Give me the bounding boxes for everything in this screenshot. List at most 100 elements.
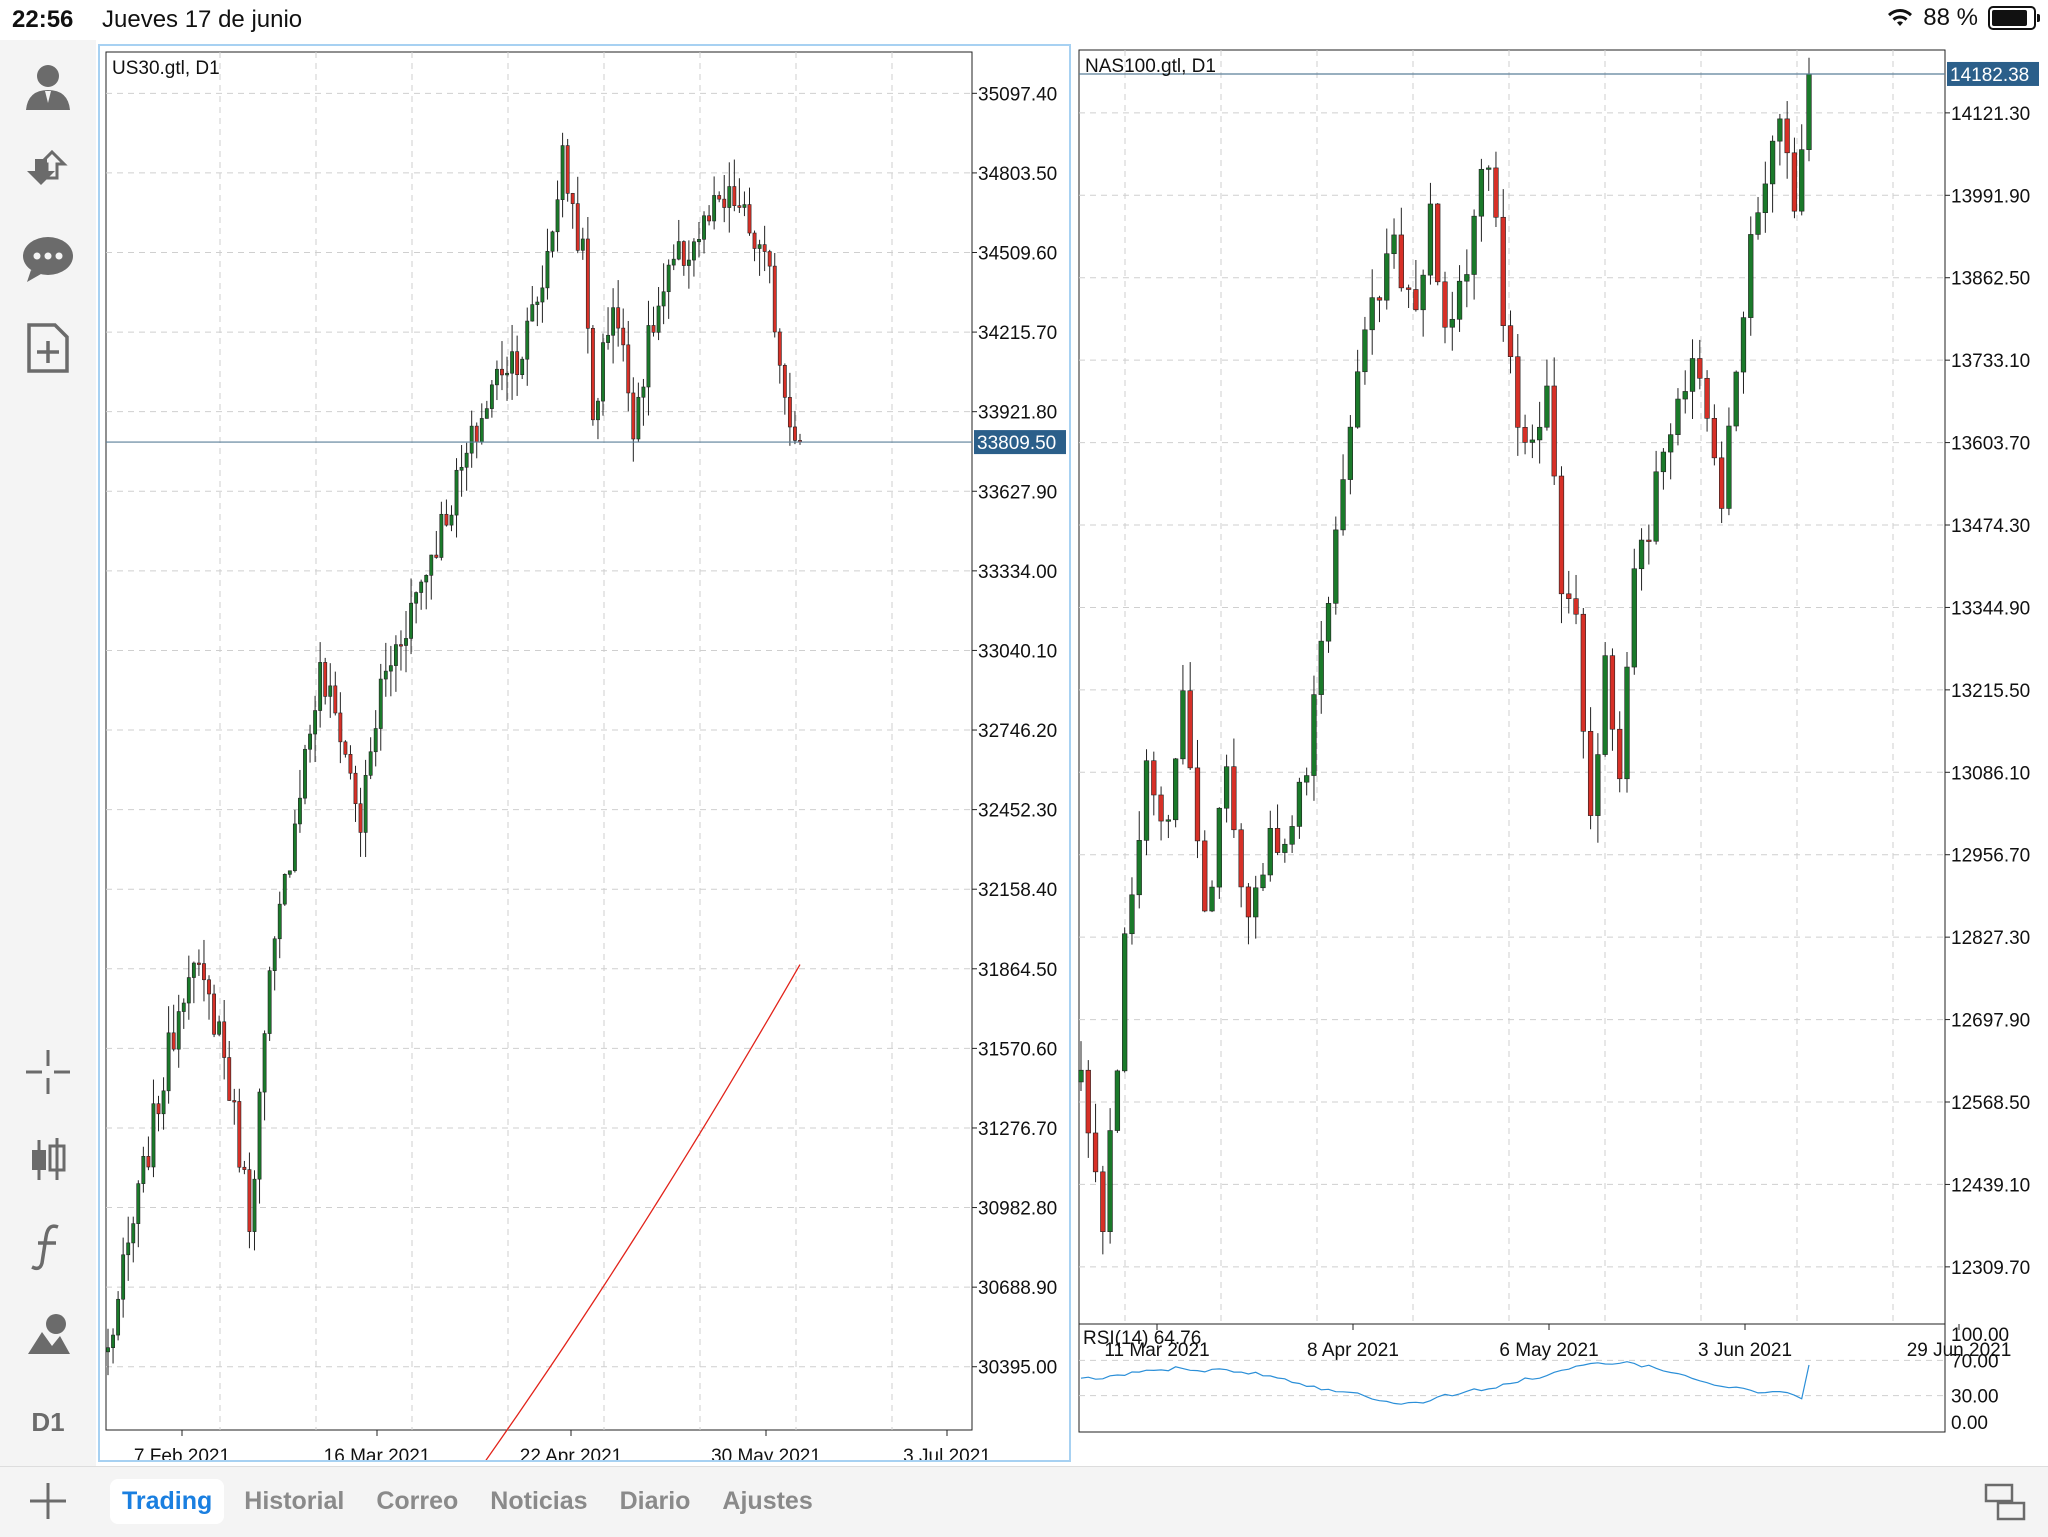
us30-candle-body — [530, 304, 535, 322]
nas100-candle-body — [1173, 758, 1179, 821]
us30-candle-body — [267, 970, 272, 1034]
objects-icon[interactable] — [18, 1304, 78, 1364]
us30-candle-body — [207, 979, 211, 995]
us30-chart-canvas[interactable]: 35097.40 34803.50 34509.60 34215.70 33921.80… — [100, 46, 1069, 1467]
candlestick-icon[interactable] — [18, 1130, 78, 1190]
add-icon[interactable] — [24, 1477, 72, 1525]
us30-candle-body — [212, 993, 216, 1035]
tab-historial[interactable]: Historial — [244, 1487, 345, 1515]
us30-candle-body — [757, 244, 762, 249]
nas100-candle-body — [1551, 385, 1557, 477]
us30-candle-body — [252, 1178, 257, 1232]
nas100-candle-body — [1304, 775, 1310, 783]
nas100-candle-body — [1748, 234, 1754, 318]
nas100-candle-body — [1580, 613, 1586, 732]
us30-candle-body — [197, 962, 201, 965]
nas100-candle-body — [1253, 887, 1259, 918]
battery-percent: 88 % — [1923, 4, 1978, 31]
nas100-candle-body — [1194, 767, 1201, 842]
chat-icon[interactable] — [18, 230, 78, 290]
nas100-candle-body — [1777, 118, 1783, 142]
account-icon[interactable] — [18, 56, 78, 116]
nas100-candle-body — [1391, 234, 1397, 255]
rsi-tick-label: 70.00 — [1951, 1351, 1999, 1372]
us30-candle-body — [484, 408, 489, 419]
chart-us30[interactable]: 35097.40 34803.50 34509.60 34215.70 33921.80… — [98, 44, 1071, 1467]
us30-ytick-label: 30982.80 — [978, 1199, 1057, 1220]
nas100-candle-body — [1471, 215, 1477, 275]
nas100-candle-body — [1733, 371, 1739, 427]
trade-arrows-icon[interactable] — [18, 142, 78, 202]
nas100-candle-body — [1769, 140, 1776, 185]
tab-trading[interactable]: Trading — [110, 1479, 225, 1524]
tab-diario[interactable]: Diario — [619, 1487, 691, 1515]
chart-nas100[interactable]: 14121.30 13991.90 13862.50 13733.10 13603.70… — [1073, 44, 2048, 1462]
us30-candle-body — [328, 685, 333, 697]
nas100-candle-body — [1595, 754, 1601, 816]
us30-candle-body — [596, 400, 600, 421]
nas100-candle-body — [1347, 426, 1353, 480]
us30-ytick-label: 33627.90 — [978, 482, 1057, 503]
us30-candle-body — [464, 452, 469, 468]
us30-candle-body — [651, 325, 656, 333]
new-order-icon[interactable] — [18, 318, 78, 378]
layout-icon[interactable] — [1984, 1481, 2026, 1523]
nas100-candle-body — [1762, 183, 1768, 214]
us30-candle-body — [692, 241, 696, 261]
us30-candle-body — [489, 384, 494, 409]
tab-correo[interactable]: Correo — [376, 1487, 459, 1515]
nas100-candle-body — [1245, 886, 1252, 918]
tab-ajustes[interactable]: Ajustes — [722, 1487, 813, 1515]
nas100-ytick-label: 13603.70 — [1951, 434, 2030, 455]
indicators-icon[interactable] — [18, 1216, 78, 1276]
us30-candle-body — [585, 238, 590, 329]
us30-candle-body — [439, 513, 444, 558]
nas100-candle-body — [1755, 212, 1761, 235]
us30-candle-body — [368, 751, 373, 776]
us30-candle-body — [358, 803, 363, 833]
tab-noticias[interactable]: Noticias — [490, 1487, 588, 1515]
nas100-candle-body — [1122, 933, 1128, 1072]
nas100-candle-body — [1682, 391, 1688, 400]
us30-candle-body — [116, 1298, 121, 1336]
nas100-candle-body — [1209, 886, 1215, 912]
us30-candle-body — [131, 1223, 136, 1244]
nas100-ytick-label: 13991.90 — [1951, 186, 2030, 207]
us30-candle-body — [232, 1100, 237, 1103]
us30-candle-body — [747, 204, 752, 234]
us30-xtick-label: 30 May 2021 — [711, 1446, 821, 1460]
nas100-chart-canvas[interactable]: 14121.30 13991.90 13862.50 13733.10 13603.70… — [1073, 44, 2048, 1462]
us30-candle-body — [348, 754, 353, 774]
nas100-xtick-label: 6 May 2021 — [1499, 1340, 1598, 1361]
us30-candle-body — [343, 741, 348, 755]
nas100-candle-body — [1442, 281, 1448, 328]
timeframe-button[interactable]: D1 — [31, 1406, 65, 1437]
nas100-candle-body — [1289, 826, 1295, 845]
us30-candle-body — [641, 386, 646, 398]
nas100-current-price-label: 14182.38 — [1950, 65, 2029, 86]
nas100-candle-body — [1791, 152, 1798, 212]
nas100-ytick-label: 13344.90 — [1951, 598, 2030, 619]
nas100-candle-body — [1500, 216, 1506, 326]
nas100-candle-body — [1427, 203, 1434, 276]
nas100-ytick-label: 13474.30 — [1951, 516, 2030, 537]
us30-candle-body — [510, 351, 515, 374]
us30-candle-body — [656, 305, 661, 333]
rsi-tick-label: 30.00 — [1951, 1387, 1999, 1408]
us30-candle-body — [742, 204, 747, 208]
us30-xtick-label: 3 Jul 2021 — [903, 1446, 991, 1460]
nas100-candle-body — [1675, 398, 1681, 435]
wifi-icon — [1888, 9, 1913, 26]
us30-candle-body — [702, 215, 706, 240]
rsi-tick-label: 0.00 — [1951, 1413, 1988, 1434]
us30-candle-body — [606, 334, 610, 343]
nas100-candle-body — [1587, 730, 1594, 816]
nas100-xtick-label: 29 Jun 2021 — [1907, 1340, 2012, 1361]
us30-candle-body — [671, 258, 676, 266]
crosshair-icon[interactable] — [18, 1042, 78, 1102]
nas100-candle-body — [1617, 728, 1623, 780]
us30-candle-body — [298, 797, 302, 825]
us30-candle-body — [121, 1254, 126, 1300]
us30-candle-body — [272, 938, 277, 971]
nas100-candle-body — [1529, 439, 1535, 443]
